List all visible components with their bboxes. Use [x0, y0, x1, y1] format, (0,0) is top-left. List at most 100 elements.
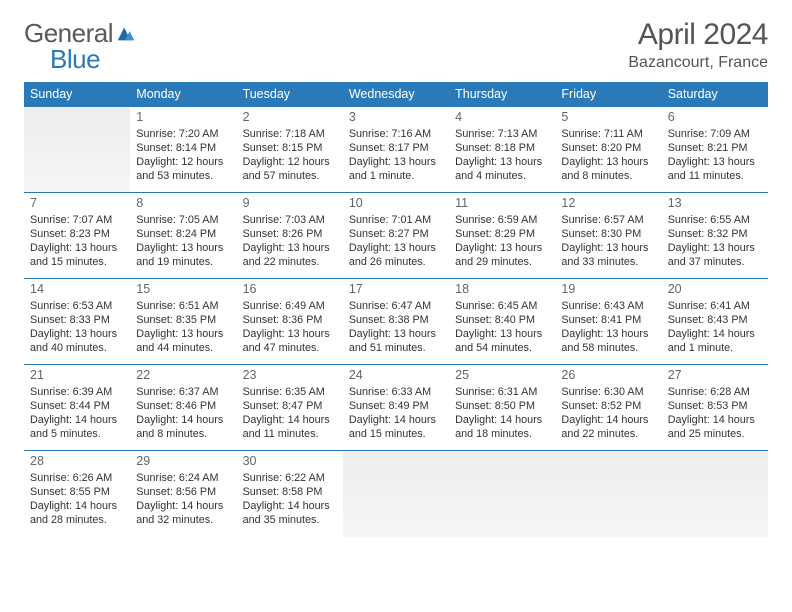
daylight-text: Daylight: 14 hours: [561, 413, 655, 427]
sunrise-text: Sunrise: 7:01 AM: [349, 213, 443, 227]
day-number: 29: [136, 454, 230, 470]
sunrise-text: Sunrise: 6:43 AM: [561, 299, 655, 313]
calendar-day-cell: 22Sunrise: 6:37 AMSunset: 8:46 PMDayligh…: [130, 365, 236, 451]
calendar-day-cell: 10Sunrise: 7:01 AMSunset: 8:27 PMDayligh…: [343, 193, 449, 279]
sunrise-text: Sunrise: 6:33 AM: [349, 385, 443, 399]
calendar-day-cell: 24Sunrise: 6:33 AMSunset: 8:49 PMDayligh…: [343, 365, 449, 451]
calendar-week-row: 28Sunrise: 6:26 AMSunset: 8:55 PMDayligh…: [24, 451, 768, 537]
sunset-text: Sunset: 8:20 PM: [561, 141, 655, 155]
sunrise-text: Sunrise: 7:13 AM: [455, 127, 549, 141]
daylight-text: Daylight: 13 hours: [561, 155, 655, 169]
sunset-text: Sunset: 8:38 PM: [349, 313, 443, 327]
day-number: 13: [668, 196, 762, 212]
daylight-text: and 1 minute.: [349, 169, 443, 183]
calendar-day-cell: 14Sunrise: 6:53 AMSunset: 8:33 PMDayligh…: [24, 279, 130, 365]
daylight-text: Daylight: 12 hours: [243, 155, 337, 169]
calendar-day-cell: 8Sunrise: 7:05 AMSunset: 8:24 PMDaylight…: [130, 193, 236, 279]
day-number: 4: [455, 110, 549, 126]
sunrise-text: Sunrise: 7:11 AM: [561, 127, 655, 141]
sunset-text: Sunset: 8:46 PM: [136, 399, 230, 413]
day-number: 21: [30, 368, 124, 384]
calendar-day-cell: 2Sunrise: 7:18 AMSunset: 8:15 PMDaylight…: [237, 107, 343, 193]
daylight-text: and 44 minutes.: [136, 341, 230, 355]
calendar-day-cell: 30Sunrise: 6:22 AMSunset: 8:58 PMDayligh…: [237, 451, 343, 537]
daylight-text: and 32 minutes.: [136, 513, 230, 527]
sunrise-text: Sunrise: 6:53 AM: [30, 299, 124, 313]
daylight-text: Daylight: 13 hours: [30, 241, 124, 255]
sunset-text: Sunset: 8:47 PM: [243, 399, 337, 413]
daylight-text: and 1 minute.: [668, 341, 762, 355]
sunset-text: Sunset: 8:24 PM: [136, 227, 230, 241]
daylight-text: and 8 minutes.: [561, 169, 655, 183]
daylight-text: and 25 minutes.: [668, 427, 762, 441]
header: General Blue April 2024 Bazancourt, Fran…: [24, 18, 768, 72]
calendar-day-cell: 3Sunrise: 7:16 AMSunset: 8:17 PMDaylight…: [343, 107, 449, 193]
sunrise-text: Sunrise: 6:47 AM: [349, 299, 443, 313]
sunrise-text: Sunrise: 6:49 AM: [243, 299, 337, 313]
calendar-empty-cell: [24, 107, 130, 193]
day-number: 6: [668, 110, 762, 126]
weekday-header-cell: Wednesday: [343, 82, 449, 107]
daylight-text: and 29 minutes.: [455, 255, 549, 269]
calendar-body: 1Sunrise: 7:20 AMSunset: 8:14 PMDaylight…: [24, 107, 768, 537]
daylight-text: Daylight: 13 hours: [136, 327, 230, 341]
sunrise-text: Sunrise: 7:18 AM: [243, 127, 337, 141]
day-number: 15: [136, 282, 230, 298]
calendar-day-cell: 26Sunrise: 6:30 AMSunset: 8:52 PMDayligh…: [555, 365, 661, 451]
daylight-text: Daylight: 14 hours: [136, 499, 230, 513]
daylight-text: and 33 minutes.: [561, 255, 655, 269]
day-number: 22: [136, 368, 230, 384]
sunrise-text: Sunrise: 6:35 AM: [243, 385, 337, 399]
calendar-day-cell: 11Sunrise: 6:59 AMSunset: 8:29 PMDayligh…: [449, 193, 555, 279]
day-number: 3: [349, 110, 443, 126]
daylight-text: Daylight: 13 hours: [455, 241, 549, 255]
daylight-text: Daylight: 13 hours: [136, 241, 230, 255]
daylight-text: and 53 minutes.: [136, 169, 230, 183]
calendar-day-cell: 21Sunrise: 6:39 AMSunset: 8:44 PMDayligh…: [24, 365, 130, 451]
sunrise-text: Sunrise: 7:07 AM: [30, 213, 124, 227]
weekday-header-cell: Monday: [130, 82, 236, 107]
calendar-day-cell: 6Sunrise: 7:09 AMSunset: 8:21 PMDaylight…: [662, 107, 768, 193]
sunrise-text: Sunrise: 6:26 AM: [30, 471, 124, 485]
day-number: 7: [30, 196, 124, 212]
calendar-week-row: 7Sunrise: 7:07 AMSunset: 8:23 PMDaylight…: [24, 193, 768, 279]
daylight-text: Daylight: 14 hours: [243, 499, 337, 513]
sunrise-text: Sunrise: 6:51 AM: [136, 299, 230, 313]
calendar-day-cell: 19Sunrise: 6:43 AMSunset: 8:41 PMDayligh…: [555, 279, 661, 365]
daylight-text: Daylight: 13 hours: [243, 327, 337, 341]
day-number: 9: [243, 196, 337, 212]
calendar-day-cell: 20Sunrise: 6:41 AMSunset: 8:43 PMDayligh…: [662, 279, 768, 365]
day-number: 14: [30, 282, 124, 298]
sunset-text: Sunset: 8:56 PM: [136, 485, 230, 499]
calendar-day-cell: 13Sunrise: 6:55 AMSunset: 8:32 PMDayligh…: [662, 193, 768, 279]
sunset-text: Sunset: 8:17 PM: [349, 141, 443, 155]
day-number: 23: [243, 368, 337, 384]
daylight-text: and 15 minutes.: [349, 427, 443, 441]
daylight-text: Daylight: 13 hours: [668, 241, 762, 255]
daylight-text: Daylight: 14 hours: [668, 327, 762, 341]
daylight-text: Daylight: 14 hours: [349, 413, 443, 427]
daylight-text: Daylight: 14 hours: [455, 413, 549, 427]
calendar-empty-cell: [449, 451, 555, 537]
calendar-day-cell: 17Sunrise: 6:47 AMSunset: 8:38 PMDayligh…: [343, 279, 449, 365]
day-number: 16: [243, 282, 337, 298]
daylight-text: and 54 minutes.: [455, 341, 549, 355]
sunrise-text: Sunrise: 6:24 AM: [136, 471, 230, 485]
calendar-page: General Blue April 2024 Bazancourt, Fran…: [0, 0, 792, 549]
daylight-text: and 37 minutes.: [668, 255, 762, 269]
sunset-text: Sunset: 8:40 PM: [455, 313, 549, 327]
daylight-text: and 15 minutes.: [30, 255, 124, 269]
sunset-text: Sunset: 8:18 PM: [455, 141, 549, 155]
sunset-text: Sunset: 8:49 PM: [349, 399, 443, 413]
sunset-text: Sunset: 8:41 PM: [561, 313, 655, 327]
title-block: April 2024 Bazancourt, France: [628, 18, 768, 72]
calendar-day-cell: 15Sunrise: 6:51 AMSunset: 8:35 PMDayligh…: [130, 279, 236, 365]
daylight-text: Daylight: 14 hours: [30, 499, 124, 513]
day-number: 12: [561, 196, 655, 212]
sunset-text: Sunset: 8:35 PM: [136, 313, 230, 327]
sunrise-text: Sunrise: 6:57 AM: [561, 213, 655, 227]
brand-sail-icon: [115, 22, 137, 44]
daylight-text: and 11 minutes.: [243, 427, 337, 441]
daylight-text: and 19 minutes.: [136, 255, 230, 269]
day-number: 5: [561, 110, 655, 126]
